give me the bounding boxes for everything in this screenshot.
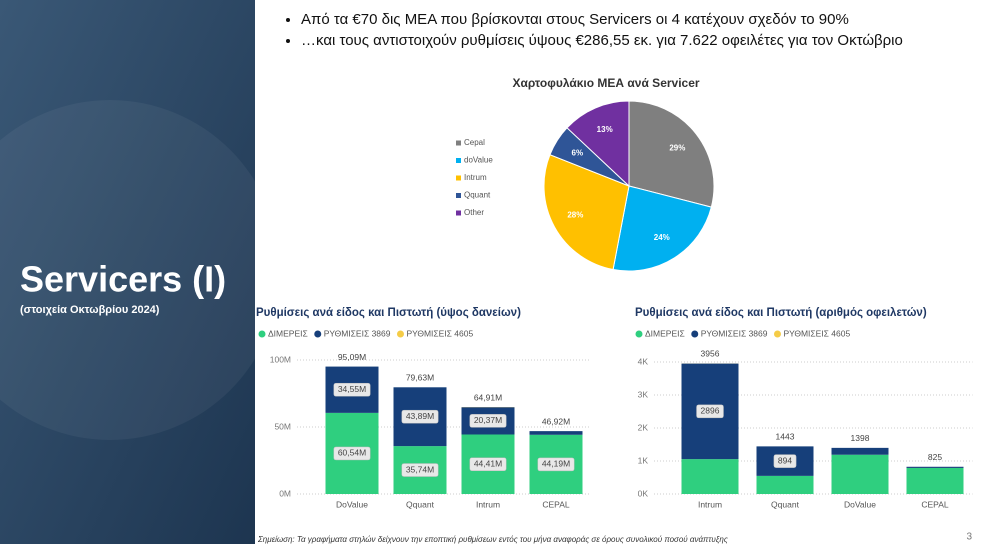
bullet-list: Από τα €70 δις ΜΕΑ που βρίσκονται στους …	[283, 9, 982, 51]
data-label-bg	[469, 414, 507, 428]
pie-slice	[612, 185, 712, 272]
legend-marker	[691, 330, 699, 338]
total-label: 1398	[851, 433, 870, 443]
legend-swatch	[456, 193, 461, 198]
legend-label: Intrum	[464, 173, 487, 182]
page-number: 3	[966, 532, 972, 543]
bar-segment	[756, 475, 814, 494]
data-label: 35,74M	[406, 464, 434, 474]
data-label-bg	[537, 457, 575, 472]
y-tick-label: 0M	[279, 488, 291, 498]
pie-slice	[628, 100, 715, 208]
data-label-bg	[773, 454, 797, 468]
slide-subtitle: (στοιχεία Οκτωβρίου 2024)	[20, 304, 160, 316]
x-tick-label: Qquant	[406, 499, 435, 509]
bar-segment	[529, 431, 583, 435]
data-label: 43,89M	[406, 411, 434, 421]
data-label-bg	[696, 404, 724, 419]
legend-label: doValue	[464, 156, 493, 165]
bar-segment	[906, 466, 964, 468]
x-tick-label: Intrum	[698, 499, 722, 509]
x-tick-label: CEPAL	[542, 499, 570, 509]
x-tick-label: CEPAL	[921, 499, 949, 509]
legend-marker	[635, 330, 643, 338]
bar-segment	[831, 454, 889, 494]
total-label: 1443	[776, 432, 795, 442]
legend-label: ΡΥΘΜΙΣΕΙΣ 3869	[701, 328, 768, 338]
slice-label: 13%	[597, 125, 613, 134]
data-label-bg	[401, 463, 439, 477]
x-tick-label: Qquant	[771, 499, 800, 509]
slide-title: Servicers (I)	[20, 259, 226, 300]
data-label: 20,37M	[474, 415, 502, 425]
legend-label: ΡΥΘΜΙΣΕΙΣ 3869	[324, 328, 391, 338]
panel-decoration	[0, 100, 280, 440]
total-label: 95,09M	[338, 352, 366, 362]
legend-label: ΡΥΘΜΙΣΕΙΣ 4605	[783, 328, 850, 338]
bullet: …και τους αντιστοιχούν ρυθμίσεις ύψους €…	[301, 30, 982, 51]
chart-title: Ρυθμίσεις ανά είδος και Πιστωτή (αριθμός…	[635, 307, 927, 319]
legend-swatch	[456, 158, 461, 163]
data-label-bg	[333, 446, 371, 461]
chart-title: Χαρτοφυλάκιο ΜΕΑ ανά Servicer	[512, 76, 699, 90]
side-panel	[0, 0, 255, 544]
data-label-bg	[469, 457, 507, 471]
y-tick-label: 4K	[638, 356, 649, 366]
legend-marker	[396, 330, 404, 338]
data-label-bg	[333, 382, 371, 397]
bar-segment	[831, 447, 889, 455]
pie-slice	[543, 154, 630, 271]
data-label: 60,54M	[338, 448, 366, 458]
slice-label: 6%	[572, 148, 584, 157]
slice-label: 29%	[669, 144, 685, 153]
data-label-bg	[401, 409, 439, 424]
slice-label: 24%	[654, 233, 670, 242]
footnote: Σημείωση: Τα γραφήματα στηλών δείχνουν τ…	[257, 535, 728, 544]
legend-marker	[314, 330, 322, 338]
legend-marker	[258, 330, 266, 338]
x-tick-label: Intrum	[476, 499, 500, 509]
bullet: Από τα €70 δις ΜΕΑ που βρίσκονται στους …	[301, 9, 982, 30]
chart-title: Ρυθμίσεις ανά είδος και Πιστωτή (ύψος δα…	[256, 307, 521, 319]
data-label: 894	[778, 455, 792, 465]
legend-label: ΔΙΜΕΡΕΙΣ	[645, 328, 685, 338]
y-tick-label: 100M	[270, 354, 291, 364]
data-label: 44,19M	[542, 459, 570, 469]
legend-label: Cepal	[464, 138, 485, 147]
y-tick-label: 3K	[638, 389, 649, 399]
legend-label: ΔΙΜΕΡΕΙΣ	[268, 328, 308, 338]
x-tick-label: DoValue	[844, 499, 876, 509]
total-label: 64,91M	[474, 392, 502, 402]
legend-swatch	[456, 175, 461, 181]
y-tick-label: 50M	[274, 421, 291, 431]
legend-swatch	[456, 210, 461, 216]
legend-label: Other	[464, 208, 484, 217]
bar-segment	[681, 459, 739, 494]
total-label: 825	[928, 452, 942, 462]
total-label: 3956	[701, 349, 720, 359]
y-tick-label: 2K	[638, 422, 649, 432]
legend-marker	[773, 330, 781, 338]
slice-label: 28%	[567, 211, 583, 220]
x-tick-label: DoValue	[336, 499, 368, 509]
legend-label: Qquant	[464, 191, 491, 200]
data-label: 44,41M	[474, 458, 502, 468]
total-label: 79,63M	[406, 373, 434, 383]
pie-slice	[566, 100, 630, 188]
data-label: 34,55M	[338, 384, 366, 394]
data-label: 2896	[701, 406, 720, 416]
y-tick-label: 1K	[638, 455, 649, 465]
legend-swatch	[456, 140, 461, 146]
legend-label: ΡΥΘΜΙΣΕΙΣ 4605	[406, 328, 473, 338]
total-label: 46,92M	[542, 416, 570, 426]
bar-segment	[906, 467, 964, 494]
y-tick-label: 0K	[638, 488, 649, 498]
